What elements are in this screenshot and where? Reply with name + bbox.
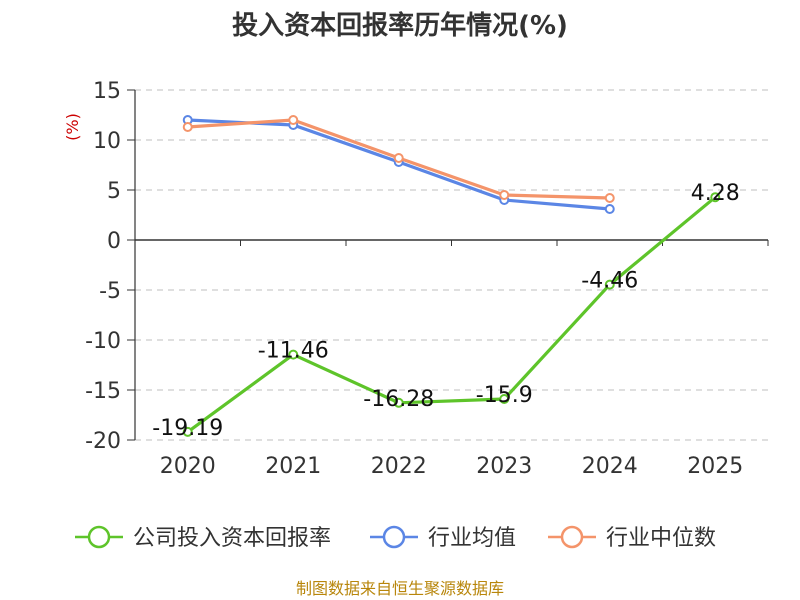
series-point [499,190,510,200]
x-tick-label: 2025 [687,454,743,479]
legend-swatch-marker [87,525,111,549]
legend-item: 公司投入资本回报率 [75,525,331,551]
x-tick-label: 2023 [476,454,532,479]
y-tick-label: -15 [85,379,121,404]
legend-swatch-marker [560,525,584,549]
series-company [182,192,721,437]
series-line [186,195,717,434]
legend-item: 行业中位数 [548,525,716,551]
legend-label: 行业中位数 [606,526,716,551]
y-tick-label: 5 [107,179,121,204]
x-tick-label: 2020 [160,454,216,479]
x-tick-label: 2024 [582,454,638,479]
series-layer [182,115,721,437]
series-industry-mean [182,115,615,214]
series-point [604,204,615,214]
y-tick-label: -5 [99,279,121,304]
y-tick-label: -20 [85,429,121,454]
legend-label: 公司投入资本回报率 [133,526,331,551]
series-point [393,153,404,163]
data-label: -11.46 [258,339,329,364]
series-point [393,397,404,408]
series-point [499,394,510,404]
legend-label: 行业均值 [428,526,516,551]
grid [135,89,768,441]
data-labels: -19.19 -11.46 -16.28 -15.9 -4.46 4.28 [152,181,739,441]
chart-title: 投入资本回报率历年情况(%) [232,10,568,41]
legend-swatch-marker [382,525,406,549]
series-point [288,349,299,360]
series-industry-median [182,115,615,203]
data-label: 4.28 [691,181,740,206]
series-point [288,115,299,125]
data-label: -4.46 [581,269,638,294]
y-axis-label: (%) [63,113,82,141]
data-label: -19.19 [152,416,223,441]
x-tick-label: 2021 [265,454,321,479]
series-point [182,426,193,437]
x-tick-label: 2022 [371,454,427,479]
series-point [710,192,721,203]
data-label: -15.9 [476,383,533,408]
axes: 15 10 5 0 -5 -10 -15 -20 2020 2021 2022 2023 2024 202… [85,79,769,479]
legend: 公司投入资本回报率 行业均值 行业中位数 [75,525,716,551]
y-tick-label: 0 [107,229,121,254]
data-label: -16.28 [363,387,434,412]
series-point [604,279,615,290]
y-tick-label: 10 [93,129,121,154]
source-note: 制图数据来自恒生聚源数据库 [296,579,504,598]
y-tick-label: 15 [93,79,121,104]
series-point [182,122,193,132]
series-point [604,193,615,203]
legend-item: 行业均值 [370,525,516,551]
y-tick-label: -10 [85,329,121,354]
